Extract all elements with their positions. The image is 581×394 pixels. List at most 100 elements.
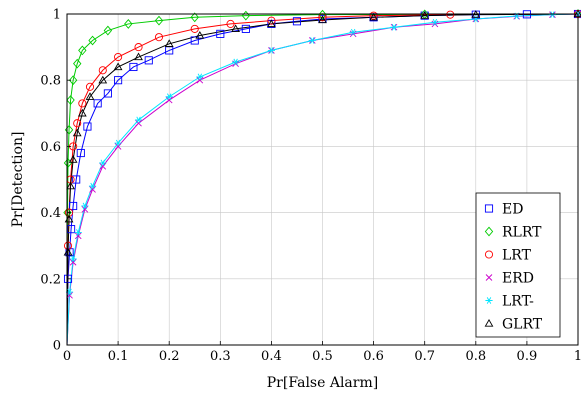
data-point-glrt — [231, 24, 241, 33]
x-tick-label: 0.8 — [465, 349, 486, 364]
data-point-lrt — [114, 52, 123, 62]
data-point-lrt — [226, 19, 235, 28]
legend-marker-lrt — [485, 297, 493, 304]
x-tick-label: 0.1 — [108, 349, 129, 364]
data-point-ed — [129, 62, 138, 72]
data-point-glrt — [68, 155, 78, 163]
data-point-rlrt — [124, 19, 133, 29]
data-point-lrt — [69, 255, 77, 263]
data-point-lrt — [85, 82, 95, 91]
data-point-lrt — [472, 15, 480, 23]
data-point-ed — [103, 89, 112, 98]
data-point-lrt — [190, 24, 199, 33]
series-line-lrt — [66, 13, 579, 346]
x-tick-label: 0.7 — [414, 349, 435, 364]
legend-marker-ed — [484, 204, 494, 213]
series-line-rlrt — [66, 13, 579, 346]
data-point-rlrt — [190, 12, 199, 23]
data-point-erd — [99, 162, 107, 170]
data-point-lrt — [349, 28, 357, 36]
data-point-ed — [76, 148, 85, 158]
data-point-lrt — [99, 159, 107, 167]
y-tick-label: 0.4 — [40, 206, 61, 221]
y-tick-label: 0 — [53, 339, 61, 354]
x-tick-label: 0 — [63, 349, 71, 364]
data-point-lrt — [81, 202, 89, 210]
data-point-ed — [63, 274, 73, 283]
data-point-glrt — [77, 108, 87, 117]
data-point-ed — [69, 201, 78, 211]
data-point-lrt — [78, 99, 87, 108]
series-line-glrt — [66, 13, 579, 346]
data-point-rlrt — [73, 58, 82, 69]
data-point-erd — [114, 143, 122, 150]
data-point-lrt — [74, 229, 82, 236]
y-tick-label: 0.2 — [40, 272, 61, 287]
legend-label-lrt: LRT — [502, 248, 532, 264]
data-point-glrt — [134, 52, 143, 61]
legend-marker-lrt — [484, 250, 494, 259]
data-point-glrt — [66, 181, 75, 190]
y-tick-label: 0.6 — [40, 140, 61, 155]
legend-marker-glrt — [484, 318, 494, 327]
legend-label-rlrt: RLRT — [502, 225, 542, 241]
data-point-lrt — [154, 33, 164, 42]
axis-ticks: 0 0.1 0.2 0.3 0.4 0.5 0.6 0.7 0.8 0.9 1 0 0.2 0.4 0.6 0… — [40, 8, 581, 365]
x-tick-label: 0.4 — [261, 349, 282, 364]
data-point-erd — [196, 76, 204, 84]
data-point-rlrt — [103, 25, 113, 36]
y-tick-label: 1 — [53, 8, 61, 23]
x-axis-title: Pr[False Alarm] — [267, 375, 378, 391]
data-point-lrt — [548, 11, 557, 19]
y-axis-title: Pr[Detection] — [10, 132, 26, 228]
x-tick-label: 0.2 — [159, 349, 180, 364]
data-point-glrt — [63, 247, 73, 256]
data-point-lrt — [267, 47, 275, 54]
data-point-lrt — [232, 58, 240, 66]
data-point-lrt — [114, 139, 122, 147]
data-point-ed — [114, 76, 123, 85]
data-point-rlrt — [318, 9, 327, 20]
data-point-ed — [83, 122, 92, 131]
data-point-lrt — [88, 182, 97, 190]
data-point-glrt — [420, 11, 430, 19]
data-point-erd — [135, 119, 142, 127]
legend-label-lrt: LRT- — [502, 294, 534, 310]
data-point-glrt — [98, 75, 108, 84]
data-point-erd — [81, 205, 89, 213]
data-point-erd — [89, 186, 96, 193]
legend-label-ed: ED — [502, 202, 523, 218]
data-point-rlrt — [63, 207, 72, 218]
data-point-glrt — [164, 39, 174, 47]
legend-label-erd: ERD — [502, 271, 534, 287]
data-point-lrt — [134, 116, 143, 124]
data-point-erd — [165, 96, 173, 104]
legend: ED RLRT LRT ERD LRT- GLRT — [475, 192, 561, 338]
data-point-lrt — [308, 37, 316, 44]
data-point-ed — [216, 29, 225, 38]
data-point-rlrt — [78, 45, 87, 56]
x-tick-label: 0.3 — [210, 349, 231, 364]
data-point-erd — [69, 258, 77, 266]
data-point-lrt — [73, 119, 82, 128]
data-point-lrt — [446, 10, 455, 19]
data-point-lrt — [165, 93, 173, 101]
data-point-erd — [66, 292, 73, 299]
x-tick-label: 0.5 — [312, 349, 333, 364]
legend-box — [475, 192, 561, 338]
data-point-glrt — [85, 92, 95, 100]
data-point-glrt — [195, 31, 205, 39]
data-point-rlrt — [154, 15, 164, 26]
data-point-ed — [241, 24, 250, 33]
x-tick-label: 0.9 — [517, 349, 538, 364]
data-point-rlrt — [68, 75, 78, 86]
data-point-rlrt — [88, 35, 97, 46]
data-point-ed — [144, 56, 153, 65]
data-point-erd — [74, 232, 82, 240]
series-markers — [63, 9, 581, 299]
data-point-lrt — [390, 23, 398, 31]
data-point-glrt — [318, 15, 327, 24]
data-point-ed — [190, 36, 199, 45]
legend-marker-rlrt — [484, 226, 494, 237]
